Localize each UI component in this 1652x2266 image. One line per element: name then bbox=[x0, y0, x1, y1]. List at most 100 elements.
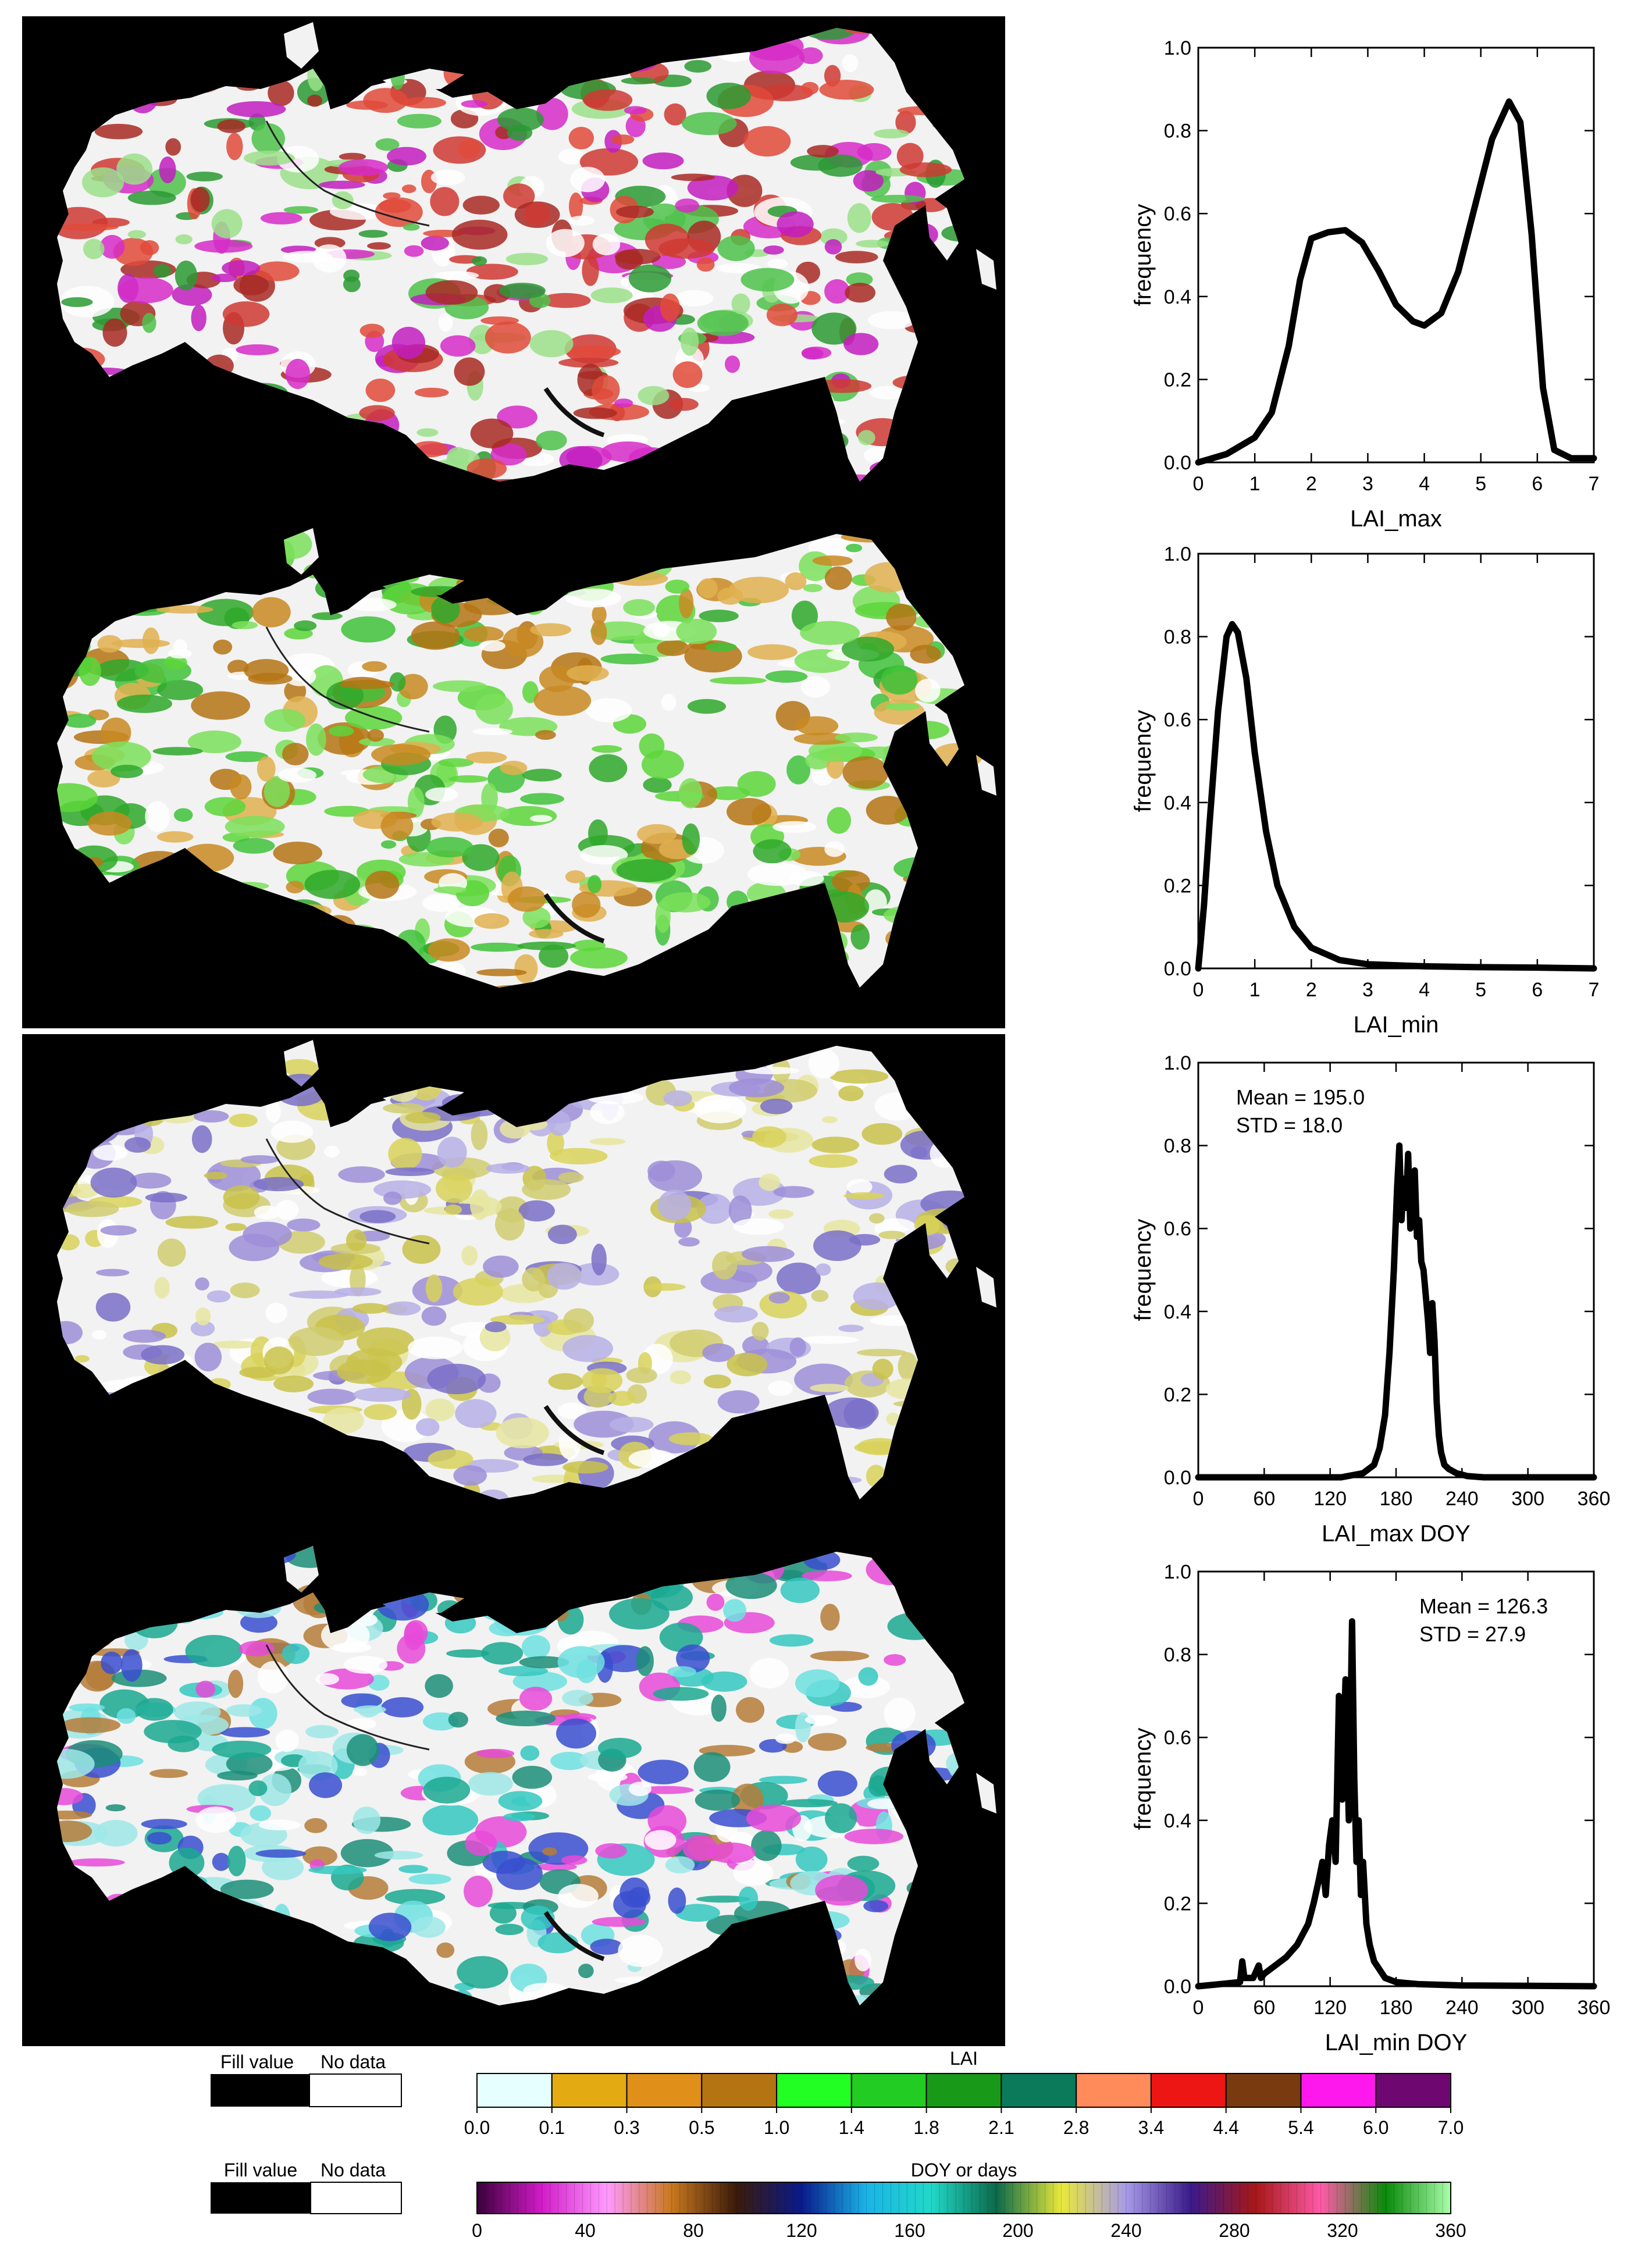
x-tick-label: 7 bbox=[1589, 473, 1600, 495]
lai-legend-tick-label: 0.5 bbox=[689, 2117, 714, 2138]
y-tick-label: 1.0 bbox=[1164, 37, 1191, 59]
lai-legend-swatch bbox=[1300, 2073, 1377, 2108]
lai-legend-swatch bbox=[850, 2073, 927, 2108]
x-axis-label: LAI_max DOY bbox=[1322, 1521, 1471, 1547]
doy-legend-tick-label: 120 bbox=[786, 2220, 817, 2241]
lai-legend-tick-label: 0.0 bbox=[464, 2117, 490, 2138]
doy-legend-tick-label: 360 bbox=[1435, 2220, 1466, 2241]
lai-no-data-swatch bbox=[309, 2073, 402, 2107]
x-tick-label: 60 bbox=[1253, 1488, 1275, 1510]
lai-legend-swatch bbox=[1076, 2073, 1152, 2108]
lai-legend-swatch bbox=[626, 2073, 703, 2108]
x-tick-label: 3 bbox=[1362, 473, 1373, 495]
frequency-line bbox=[1195, 1618, 1597, 1990]
x-tick-label: 3 bbox=[1362, 979, 1373, 1001]
river-line bbox=[265, 626, 430, 733]
x-tick-label: 1 bbox=[1249, 979, 1261, 1001]
y-tick-label: 0.8 bbox=[1164, 1644, 1191, 1666]
map-lai-min bbox=[22, 522, 1005, 1028]
island-shape bbox=[284, 22, 319, 69]
lai-legend-swatch bbox=[1225, 2073, 1302, 2108]
frequency-line bbox=[1195, 98, 1597, 466]
std-annotation: STD = 27.9 bbox=[1419, 1622, 1526, 1646]
doy-legend-tick-label: 240 bbox=[1110, 2220, 1141, 2241]
x-tick-label: 60 bbox=[1253, 1997, 1275, 2019]
y-tick-label: 0.6 bbox=[1164, 1727, 1191, 1749]
lai-legend-title: LAI bbox=[950, 2048, 978, 2069]
doy-legend: Fill value No data DOY or days 0 40 80 120 1… bbox=[211, 2160, 1466, 2241]
doy-no-data-label: No data bbox=[321, 2160, 386, 2181]
x-tick-label: 240 bbox=[1446, 1488, 1479, 1510]
map-lai-max-doy bbox=[22, 1034, 1005, 1540]
lai-legend-swatch bbox=[701, 2073, 778, 2108]
lake-shape bbox=[543, 1405, 605, 1455]
y-tick-label: 0.6 bbox=[1164, 709, 1191, 731]
lai-legend-swatch bbox=[1150, 2073, 1227, 2108]
x-tick-label: 5 bbox=[1475, 473, 1486, 495]
x-tick-label: 6 bbox=[1532, 473, 1543, 495]
x-tick-label: 6 bbox=[1532, 979, 1543, 1001]
lai-legend-tick-label: 2.1 bbox=[988, 2117, 1014, 2138]
lai-legend-tick-label: 0.3 bbox=[614, 2117, 639, 2138]
legend-area: Fill value No data LAI 0.0 0.1 0.3 0.5 1.0 1.… bbox=[0, 2047, 1652, 2266]
x-tick-label: 0 bbox=[1193, 1997, 1204, 2019]
doy-legend-bar bbox=[476, 2182, 1451, 2214]
x-axis-label: LAI_min bbox=[1354, 1012, 1439, 1038]
y-tick-label: 0.6 bbox=[1164, 203, 1191, 225]
island-shape bbox=[976, 1267, 996, 1307]
x-tick-label: 4 bbox=[1419, 979, 1430, 1001]
river-line bbox=[265, 1138, 430, 1245]
x-tick-label: 7 bbox=[1589, 979, 1600, 1001]
lake-shape bbox=[543, 387, 605, 437]
lai-legend-swatch bbox=[1001, 2073, 1077, 2108]
lake-shape bbox=[543, 893, 605, 943]
doy-no-data-swatch bbox=[310, 2182, 402, 2214]
y-axis-label: frequency bbox=[1130, 710, 1156, 813]
lai-legend-swatch bbox=[476, 2073, 553, 2108]
island-shape bbox=[976, 1773, 996, 1813]
lai-fill-value-label: Fill value bbox=[220, 2051, 294, 2072]
y-tick-label: 0.8 bbox=[1164, 120, 1191, 142]
x-axis-label: LAI_max bbox=[1350, 506, 1442, 532]
doy-legend-tick-label: 0 bbox=[472, 2220, 482, 2241]
y-tick-label: 0.4 bbox=[1164, 792, 1191, 814]
histogram-lai-min: 0 1 2 3 4 5 6 7 0.0 0.2 0.4 0.6 0.8 1.0 LAI_min frequen… bbox=[1130, 523, 1629, 1047]
y-axis-label: frequency bbox=[1130, 1219, 1156, 1321]
y-tick-label: 0.6 bbox=[1164, 1218, 1191, 1240]
doy-fill-value-label: Fill value bbox=[224, 2160, 297, 2181]
river-line bbox=[265, 1644, 430, 1751]
y-tick-label: 0.0 bbox=[1164, 1467, 1191, 1489]
doy-fill-value-swatch bbox=[211, 2182, 311, 2214]
y-tick-label: 0.2 bbox=[1164, 369, 1191, 391]
y-tick-label: 0.2 bbox=[1164, 1893, 1191, 1915]
mean-annotation: Mean = 195.0 bbox=[1236, 1085, 1365, 1109]
lai-legend-tick-label: 1.0 bbox=[764, 2117, 789, 2138]
lai-legend-tick-label: 1.4 bbox=[839, 2117, 864, 2138]
x-tick-label: 360 bbox=[1578, 1997, 1611, 2019]
x-tick-label: 360 bbox=[1578, 1488, 1611, 1510]
lai-legend-tick-label: 5.4 bbox=[1288, 2117, 1313, 2138]
y-axis-label: frequency bbox=[1130, 1728, 1156, 1830]
mean-annotation: Mean = 126.3 bbox=[1419, 1594, 1548, 1618]
y-tick-label: 0.8 bbox=[1164, 1135, 1191, 1157]
x-tick-label: 4 bbox=[1419, 473, 1430, 495]
y-tick-label: 0.0 bbox=[1164, 452, 1191, 474]
y-tick-label: 0.4 bbox=[1164, 286, 1191, 308]
y-axis-label: frequency bbox=[1130, 204, 1156, 307]
plot-frame bbox=[1197, 1570, 1595, 1987]
plot-frame bbox=[1197, 47, 1595, 464]
lai-legend-swatch bbox=[776, 2073, 852, 2108]
x-tick-label: 0 bbox=[1193, 979, 1204, 1001]
doy-legend-tick-label: 200 bbox=[1002, 2220, 1033, 2241]
x-tick-label: 180 bbox=[1380, 1997, 1413, 2019]
lai-no-data-label: No data bbox=[321, 2051, 386, 2072]
x-tick-label: 180 bbox=[1380, 1488, 1413, 1510]
doy-legend-tick-label: 160 bbox=[894, 2220, 925, 2241]
doy-legend-tick-label: 40 bbox=[575, 2220, 596, 2241]
map-lai-min-doy bbox=[22, 1540, 1005, 2046]
x-tick-label: 300 bbox=[1511, 1488, 1544, 1510]
doy-legend-tick-label: 280 bbox=[1219, 2220, 1249, 2241]
x-tick-label: 2 bbox=[1306, 979, 1317, 1001]
lai-legend-tick-label: 4.4 bbox=[1213, 2117, 1238, 2138]
lai-legend-tick-label: 1.8 bbox=[913, 2117, 939, 2138]
